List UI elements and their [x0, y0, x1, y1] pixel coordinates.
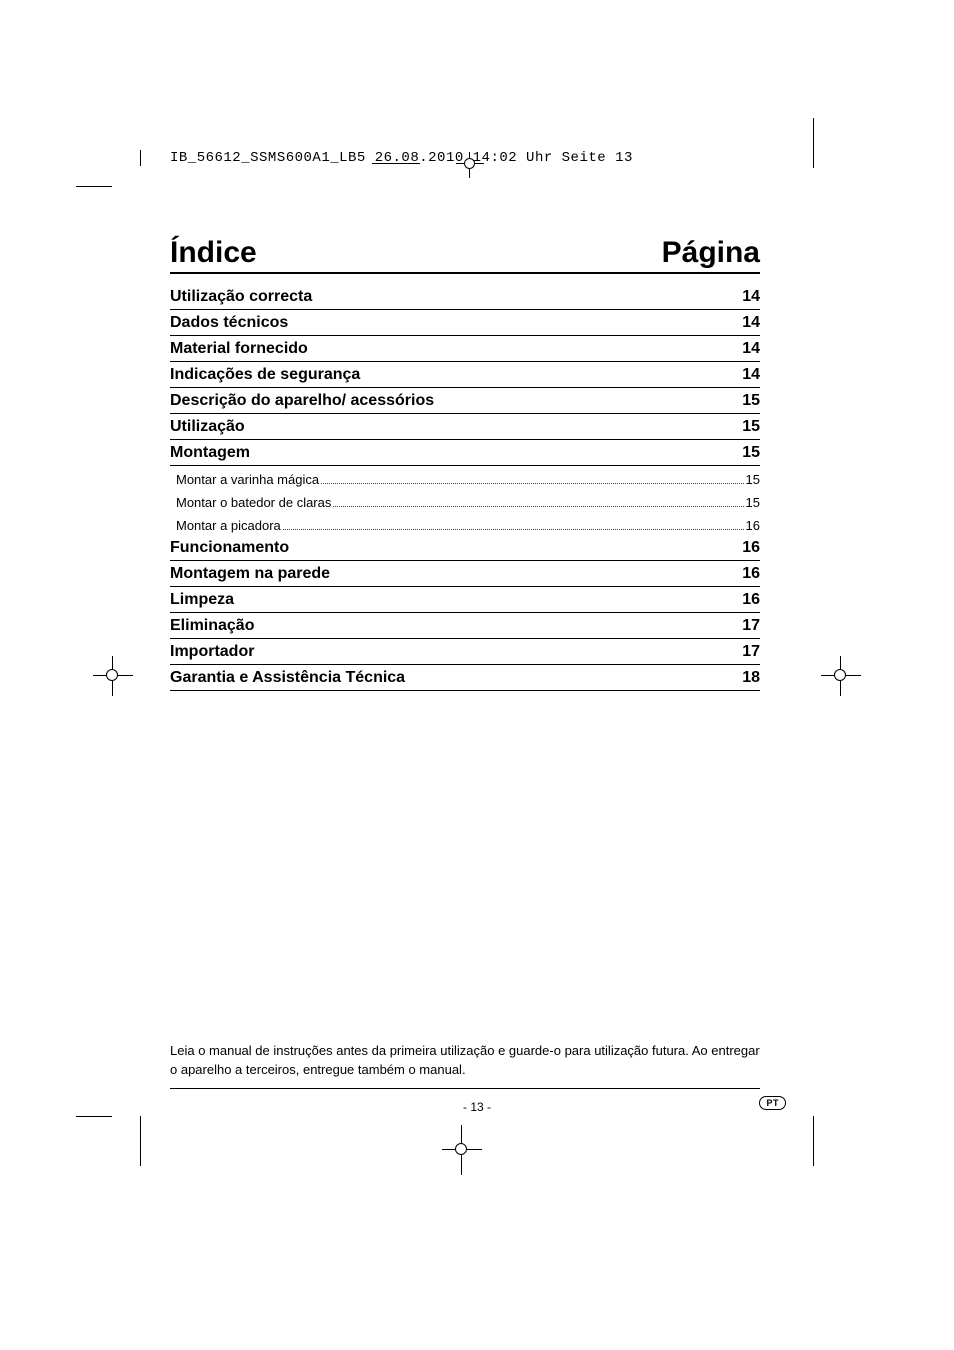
print-header: IB_56612_SSMS600A1_LB5 26.08.2010 14:02 …	[170, 150, 760, 166]
toc-main-label: Funcionamento	[170, 539, 289, 557]
toc-sub-row: Montar o batedor de claras 15	[170, 489, 760, 512]
toc-main-page: 17	[742, 643, 760, 661]
toc-main-label: Garantia e Assistência Técnica	[170, 669, 405, 687]
toc-sub-row: Montar a varinha mágica 15	[170, 466, 760, 489]
page-content: IB_56612_SSMS600A1_LB5 26.08.2010 14:02 …	[170, 150, 760, 691]
toc-main-page: 14	[742, 288, 760, 306]
toc-main-label: Indicações de segurança	[170, 366, 360, 384]
toc-main-row: Montagem 15	[170, 440, 760, 466]
toc-main-row: Descrição do aparelho/ acessórios 15	[170, 388, 760, 414]
toc-main-page: 14	[742, 314, 760, 332]
toc-main-row: Limpeza 16	[170, 587, 760, 613]
toc-main-page: 16	[742, 565, 760, 583]
toc-main-row: Montagem na parede 16	[170, 561, 760, 587]
toc-main-label: Importador	[170, 643, 254, 661]
toc-title-row: Índice Página	[170, 236, 760, 274]
toc-main-page: 15	[742, 444, 760, 462]
toc-sub-label: Montar a varinha mágica	[176, 472, 319, 487]
crop-mark	[140, 150, 141, 166]
registration-mark	[831, 666, 851, 686]
toc-list: Utilização correcta14Dados técnicos14Mat…	[170, 284, 760, 691]
toc-main-label: Material fornecido	[170, 340, 308, 358]
registration-mark	[103, 666, 123, 686]
toc-main-row: Material fornecido 14	[170, 336, 760, 362]
crop-mark	[76, 186, 112, 187]
toc-sub-row: Montar a picadora 16	[170, 512, 760, 535]
toc-main-page: 15	[742, 392, 760, 410]
footer-note: Leia o manual de instruções antes da pri…	[170, 1042, 760, 1089]
toc-main-row: Dados técnicos 14	[170, 310, 760, 336]
dot-leader	[283, 529, 744, 530]
crop-mark	[813, 1116, 814, 1166]
header-underline	[372, 163, 420, 164]
toc-sub-page: 15	[746, 495, 760, 510]
toc-main-row: Importador 17	[170, 639, 760, 665]
toc-main-row: Utilização 15	[170, 414, 760, 440]
crop-mark	[813, 118, 814, 168]
registration-mark	[452, 1140, 472, 1160]
toc-sub-page: 15	[746, 472, 760, 487]
toc-main-row: Utilização correcta 14	[170, 284, 760, 310]
toc-main-label: Dados técnicos	[170, 314, 288, 332]
crop-mark	[140, 1116, 141, 1166]
toc-main-row: Eliminação 17	[170, 613, 760, 639]
toc-title-left: Índice	[170, 236, 257, 270]
toc-main-label: Montagem	[170, 444, 250, 462]
toc-title-right: Página	[662, 236, 760, 270]
toc-main-row: Garantia e Assistência Técnica 18	[170, 665, 760, 691]
toc-main-page: 18	[742, 669, 760, 687]
dot-leader	[333, 506, 743, 507]
toc-main-label: Utilização correcta	[170, 288, 312, 306]
toc-main-label: Eliminação	[170, 617, 254, 635]
toc-sub-label: Montar o batedor de claras	[176, 495, 331, 510]
crop-mark	[76, 1116, 112, 1117]
toc-main-page: 15	[742, 418, 760, 436]
toc-main-page: 14	[742, 340, 760, 358]
toc-main-row: Indicações de segurança 14	[170, 362, 760, 388]
toc-main-label: Utilização	[170, 418, 245, 436]
toc-main-page: 16	[742, 591, 760, 609]
toc-main-row: Funcionamento 16	[170, 535, 760, 561]
dot-leader	[321, 483, 743, 484]
registration-mark-inline	[462, 154, 478, 170]
toc-main-page: 14	[742, 366, 760, 384]
toc-main-label: Descrição do aparelho/ acessórios	[170, 392, 434, 410]
language-badge: PT	[759, 1096, 786, 1110]
toc-main-label: Limpeza	[170, 591, 234, 609]
toc-main-page: 17	[742, 617, 760, 635]
toc-main-label: Montagem na parede	[170, 565, 330, 583]
toc-sub-page: 16	[746, 518, 760, 533]
page-number: - 13 -	[0, 1100, 954, 1114]
toc-main-page: 16	[742, 539, 760, 557]
toc-sub-label: Montar a picadora	[176, 518, 281, 533]
